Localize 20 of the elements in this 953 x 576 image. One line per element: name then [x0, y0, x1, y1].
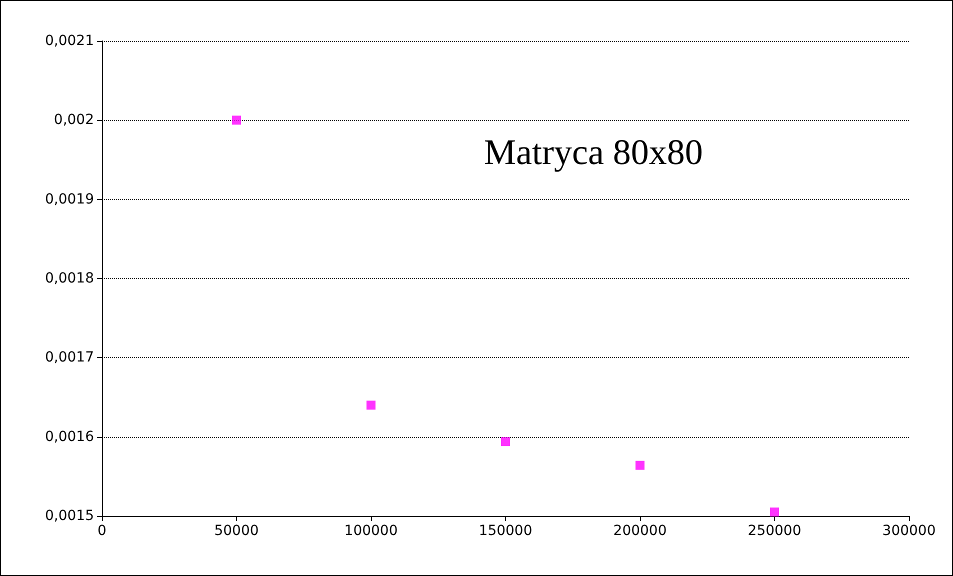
point — [636, 460, 644, 470]
y-tick-label: 0,0015 — [45, 508, 94, 524]
x-tick-label: 50000 — [214, 523, 259, 539]
point — [366, 400, 376, 410]
x-tick-label: 100000 — [344, 523, 398, 539]
x-tick-label: 150000 — [478, 523, 532, 539]
y-tick-label: 0,002 — [54, 112, 94, 128]
y-tick-label: 0,0018 — [45, 270, 94, 286]
x-tick-label: 250000 — [748, 523, 802, 539]
x-tick-label: 300000 — [882, 523, 936, 539]
y-tick-label: 0,0017 — [45, 350, 94, 366]
y-tick-label: 0,0016 — [45, 428, 94, 445]
annotation: Matryca 80x80 — [484, 132, 703, 172]
x-tick-label: 0 — [98, 523, 106, 539]
x-tick-label: 200000 — [613, 523, 667, 539]
y-tick-label: 0,0019 — [45, 191, 94, 208]
point — [501, 437, 510, 446]
point — [232, 116, 241, 125]
y-tick-label: 0,0021 — [45, 33, 94, 49]
point — [770, 508, 779, 517]
